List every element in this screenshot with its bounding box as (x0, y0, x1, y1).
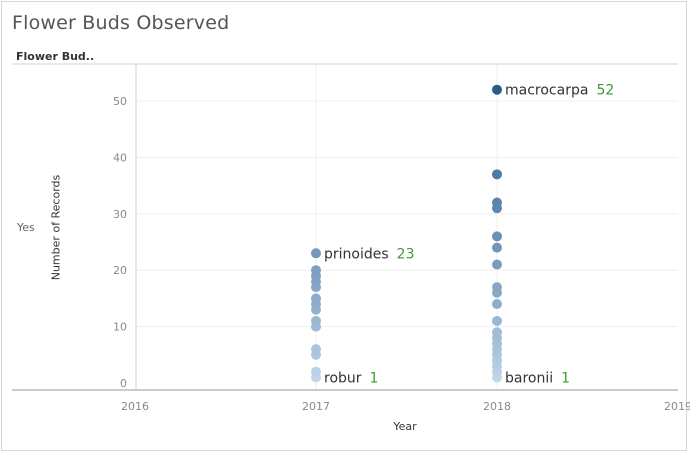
y-tick-label: 40 (113, 151, 127, 164)
chart-title: Flower Buds Observed (12, 12, 230, 34)
data-label-value: 1 (561, 370, 570, 386)
x-tick-label: 2018 (483, 400, 511, 413)
data-point (492, 259, 502, 270)
data-point (311, 265, 321, 276)
data-point (492, 231, 502, 242)
data-point (492, 327, 502, 338)
y-tick-label: 20 (113, 264, 127, 277)
data-label-name: prinoides (324, 246, 389, 262)
label-layer: prinoides 23 robur 1 macrocarpa 52 baronii 1 (324, 83, 614, 387)
data-point (311, 248, 321, 259)
data-point (311, 344, 321, 355)
y-tick-label: 10 (113, 321, 127, 334)
y-tick-label: 0 (120, 377, 127, 390)
row-value-label: Yes (17, 221, 35, 234)
data-label-name: macrocarpa (505, 83, 588, 99)
data-point (492, 84, 502, 95)
row-header-label[interactable]: Flower Bud.. (16, 50, 95, 63)
data-point (492, 197, 502, 208)
data-point (311, 293, 321, 304)
data-point (311, 315, 321, 326)
data-point (492, 169, 502, 180)
data-point (492, 299, 502, 310)
x-tick-label: 2019 (664, 400, 690, 413)
point-layer (311, 84, 502, 383)
data-label-name: robur (324, 370, 362, 386)
y-tick-label: 50 (113, 95, 127, 108)
y-tick-label: 30 (113, 208, 127, 221)
x-axis-label: Year (393, 420, 417, 433)
data-label-value: 1 (370, 370, 379, 386)
data-point (492, 282, 502, 293)
data-point (492, 242, 502, 253)
data-point (492, 315, 502, 326)
data-label-value: 23 (397, 246, 415, 262)
axis-layer: 0 10 20 30 40 50 2016 2017 2018 2019 (12, 63, 690, 413)
x-tick-label: 2016 (121, 400, 149, 413)
x-tick-label: 2017 (302, 400, 330, 413)
grid-layer (136, 64, 678, 390)
data-label-name: baronii (505, 370, 553, 386)
data-label-value: 52 (596, 83, 614, 99)
data-point (311, 366, 321, 377)
